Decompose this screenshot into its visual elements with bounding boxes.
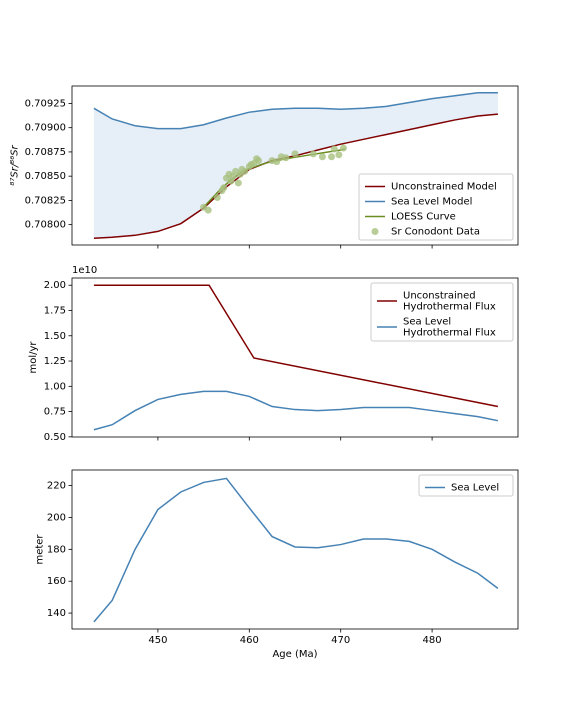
legend-label: Sr Conodont Data (391, 227, 480, 238)
legend-label: Unconstrained Model (391, 182, 497, 193)
y-tick-label: 1.75 (44, 305, 66, 316)
y-tick-label: 2.00 (44, 280, 66, 291)
x-tick-label: 450 (148, 635, 167, 646)
data-point (309, 150, 317, 158)
y-tick-label: 0.75 (44, 407, 66, 418)
y-axis-label: meter (34, 534, 45, 565)
legend-marker (371, 228, 379, 235)
data-point (330, 145, 338, 153)
y-tick-label: 160 (47, 576, 66, 587)
series-line (93, 92, 498, 130)
legend-label: Sea Level Hydrothermal Flux (403, 317, 496, 339)
y-axis-label: mol/yr (28, 341, 39, 374)
y-tick-label: 220 (47, 481, 66, 492)
legend-box (358, 173, 514, 241)
data-point (282, 154, 290, 162)
y-offset-label: 1e10 (72, 265, 97, 276)
legend-label: Sea Level (451, 483, 499, 494)
y-tick-label: 180 (47, 544, 66, 555)
data-point (339, 144, 347, 152)
data-point (241, 167, 249, 175)
y-tick-label: 200 (47, 512, 66, 523)
axes-frame (71, 277, 519, 438)
data-point (318, 153, 326, 161)
data-point (335, 151, 343, 159)
y-tick-label: 0.70925 (25, 98, 66, 109)
data-point (328, 153, 336, 161)
fill-band (93, 92, 498, 239)
legend-label: Sea Level Model (391, 197, 472, 208)
legend-box (418, 474, 514, 497)
y-tick-label: 1.50 (44, 331, 66, 342)
y-tick-label: 0.70800 (25, 220, 66, 231)
series-line (93, 284, 499, 408)
data-point (291, 150, 299, 158)
y-tick-label: 140 (47, 608, 66, 619)
legend-label: LOESS Curve (391, 212, 456, 223)
x-tick-label: 480 (423, 635, 442, 646)
data-point (234, 179, 242, 187)
x-tick-label: 460 (240, 635, 259, 646)
data-point (254, 157, 262, 165)
y-tick-label: 0.70850 (25, 171, 66, 182)
series-line (93, 390, 499, 431)
y-tick-label: 0.70825 (25, 195, 66, 206)
data-point (204, 206, 212, 214)
x-tick-label: 470 (331, 635, 350, 646)
x-axis-label: Age (Ma) (272, 649, 317, 660)
legend-box (370, 282, 514, 342)
y-tick-label: 0.50 (44, 432, 66, 443)
legend-label: Unconstrained Hydrothermal Flux (403, 291, 496, 313)
series-line (93, 477, 499, 623)
data-point (213, 193, 221, 201)
y-tick-label: 0.70875 (25, 147, 66, 158)
axes-frame (71, 85, 519, 246)
data-point (273, 158, 281, 166)
data-point (220, 184, 228, 192)
y-axis-label: ⁸⁷Sr/⁸⁶Sr (10, 144, 21, 185)
y-tick-label: 1.00 (44, 381, 66, 392)
y-tick-label: 0.70900 (25, 123, 66, 134)
y-tick-label: 1.25 (44, 356, 66, 367)
